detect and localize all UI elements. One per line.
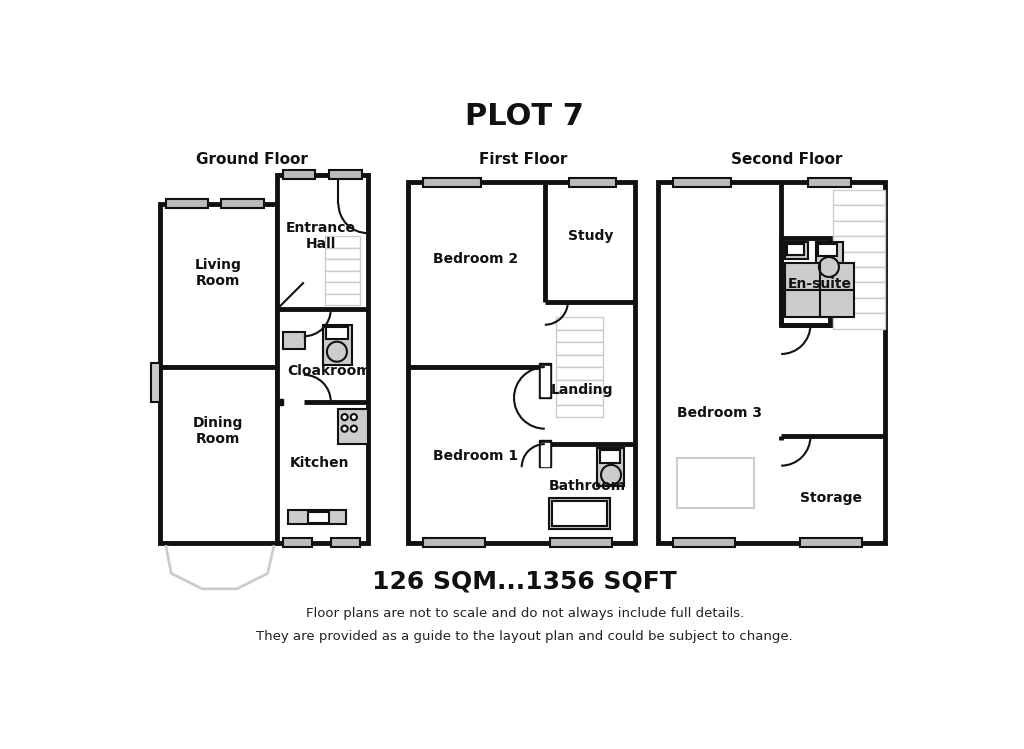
Bar	[833, 298, 885, 313]
Bar	[151, 363, 160, 401]
Bar	[833, 267, 885, 282]
Bar	[818, 244, 838, 256]
Bar	[221, 199, 264, 208]
Bar	[307, 512, 330, 523]
Bar	[283, 538, 312, 548]
Bar	[556, 330, 602, 342]
Bar	[787, 244, 804, 255]
Text: Bedroom 3: Bedroom 3	[677, 406, 762, 420]
Bar	[166, 199, 208, 208]
Bar	[325, 259, 360, 271]
Text: Second Floor: Second Floor	[731, 152, 843, 167]
Bar	[833, 190, 885, 205]
Bar	[423, 178, 481, 187]
Text: 126 SQM...1356 SQFT: 126 SQM...1356 SQFT	[373, 569, 677, 593]
Bar	[552, 501, 607, 526]
Bar	[326, 327, 348, 339]
Bar	[539, 363, 551, 398]
Text: PLOT 7: PLOT 7	[465, 103, 585, 131]
Circle shape	[819, 257, 839, 277]
Text: Bedroom 2: Bedroom 2	[433, 252, 518, 267]
Bar	[549, 498, 610, 529]
Circle shape	[351, 425, 357, 431]
Bar	[556, 380, 602, 392]
Circle shape	[342, 425, 348, 431]
Text: Living
Room: Living Room	[195, 258, 242, 288]
Bar	[816, 242, 843, 279]
Bar	[600, 450, 620, 463]
Bar	[556, 317, 602, 330]
Bar	[325, 236, 360, 248]
Bar	[781, 237, 829, 325]
Bar	[808, 178, 851, 187]
Bar	[325, 282, 360, 294]
Bar	[833, 221, 885, 236]
Bar	[556, 404, 602, 417]
Bar	[276, 398, 283, 404]
Bar	[330, 170, 361, 179]
Bar	[556, 367, 602, 380]
Bar	[658, 182, 885, 542]
Circle shape	[342, 414, 348, 420]
Bar	[550, 538, 611, 548]
Circle shape	[351, 414, 357, 420]
Bar	[833, 282, 885, 298]
Text: Storage: Storage	[801, 491, 862, 505]
Bar	[833, 205, 885, 221]
Circle shape	[601, 465, 621, 485]
Text: Bedroom 1: Bedroom 1	[433, 449, 518, 463]
Bar	[408, 182, 635, 542]
Bar	[283, 170, 315, 179]
Text: Entrance
Hall: Entrance Hall	[286, 221, 355, 251]
Bar	[541, 443, 549, 466]
Bar	[541, 366, 549, 396]
Bar	[677, 458, 755, 508]
Text: First Floor: First Floor	[479, 152, 567, 167]
Bar	[331, 538, 360, 548]
Bar	[785, 242, 808, 258]
Bar	[785, 263, 854, 317]
Text: Kitchen: Kitchen	[290, 456, 349, 470]
Bar	[569, 178, 615, 187]
Text: Cloakroom: Cloakroom	[288, 364, 371, 378]
Text: Ground Floor: Ground Floor	[197, 152, 308, 167]
Bar	[160, 204, 276, 542]
Bar	[674, 538, 735, 548]
Bar	[556, 392, 602, 404]
Bar	[423, 538, 484, 548]
Bar	[833, 236, 885, 252]
Bar	[597, 448, 625, 486]
Text: Floor plans are not to scale and do not always include full details.: Floor plans are not to scale and do not …	[306, 607, 743, 620]
Text: Dining
Room: Dining Room	[194, 416, 244, 446]
Bar	[289, 510, 346, 524]
Bar	[801, 538, 862, 548]
Text: They are provided as a guide to the layout plan and could be subject to change.: They are provided as a guide to the layo…	[256, 630, 794, 643]
Text: En-suite: En-suite	[787, 277, 852, 291]
Bar	[674, 178, 731, 187]
Bar	[833, 252, 885, 267]
Bar	[283, 333, 304, 349]
Bar	[833, 313, 885, 329]
Bar	[556, 354, 602, 367]
Text: Landing: Landing	[551, 383, 613, 397]
Text: Bathroom: Bathroom	[549, 479, 626, 494]
Circle shape	[327, 342, 347, 362]
Bar	[339, 410, 368, 444]
Bar	[556, 342, 602, 354]
Text: Study: Study	[568, 229, 613, 243]
Bar	[325, 294, 360, 306]
Bar	[325, 248, 360, 259]
Bar	[539, 440, 551, 467]
Bar	[323, 325, 352, 365]
Bar	[325, 271, 360, 282]
Bar	[276, 175, 368, 542]
